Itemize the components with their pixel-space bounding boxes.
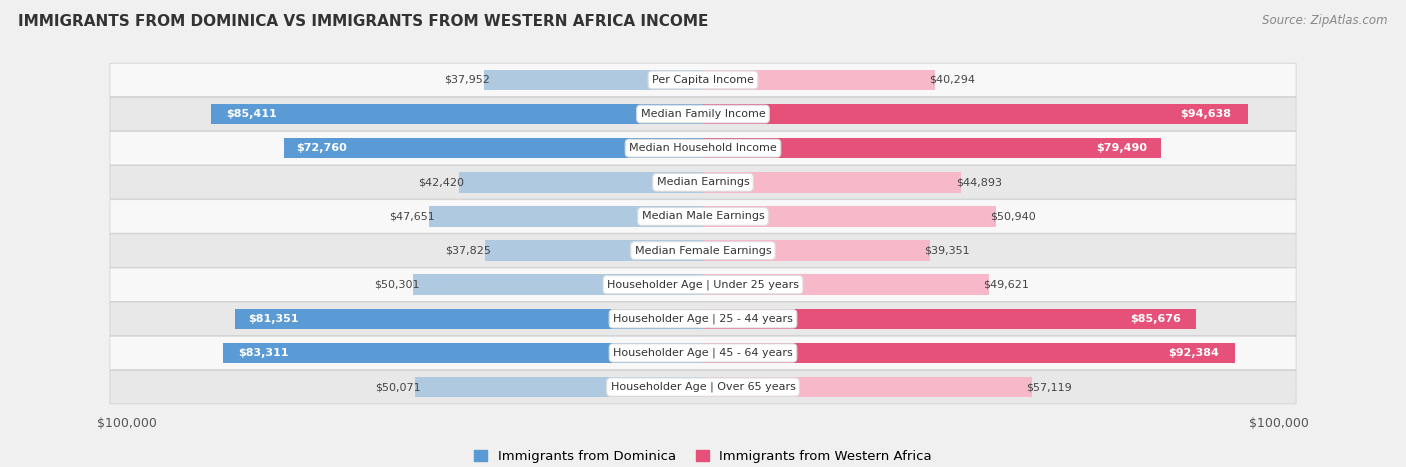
Text: $37,952: $37,952 bbox=[444, 75, 491, 85]
Text: Householder Age | Under 25 years: Householder Age | Under 25 years bbox=[607, 279, 799, 290]
FancyBboxPatch shape bbox=[110, 234, 1296, 267]
Text: $40,294: $40,294 bbox=[929, 75, 976, 85]
Text: $94,638: $94,638 bbox=[1181, 109, 1232, 119]
Text: IMMIGRANTS FROM DOMINICA VS IMMIGRANTS FROM WESTERN AFRICA INCOME: IMMIGRANTS FROM DOMINICA VS IMMIGRANTS F… bbox=[18, 14, 709, 29]
Text: $49,621: $49,621 bbox=[983, 280, 1029, 290]
Text: $57,119: $57,119 bbox=[1026, 382, 1071, 392]
Text: $72,760: $72,760 bbox=[297, 143, 347, 153]
Text: $39,351: $39,351 bbox=[924, 246, 970, 255]
Text: $85,676: $85,676 bbox=[1130, 314, 1181, 324]
Bar bbox=[703, 343, 1234, 363]
Text: Median Earnings: Median Earnings bbox=[657, 177, 749, 187]
Text: Householder Age | 25 - 44 years: Householder Age | 25 - 44 years bbox=[613, 313, 793, 324]
Bar bbox=[413, 275, 703, 295]
FancyBboxPatch shape bbox=[110, 63, 1296, 97]
Text: $44,893: $44,893 bbox=[956, 177, 1001, 187]
Text: Median Family Income: Median Family Income bbox=[641, 109, 765, 119]
Text: Source: ZipAtlas.com: Source: ZipAtlas.com bbox=[1263, 14, 1388, 27]
FancyBboxPatch shape bbox=[110, 268, 1296, 301]
Text: Median Household Income: Median Household Income bbox=[628, 143, 778, 153]
Text: $50,071: $50,071 bbox=[375, 382, 420, 392]
FancyBboxPatch shape bbox=[110, 166, 1296, 199]
Text: Median Male Earnings: Median Male Earnings bbox=[641, 212, 765, 221]
FancyBboxPatch shape bbox=[110, 131, 1296, 165]
Bar bbox=[211, 104, 703, 124]
Bar bbox=[415, 377, 703, 397]
Bar bbox=[458, 172, 703, 192]
FancyBboxPatch shape bbox=[110, 370, 1296, 404]
Bar bbox=[429, 206, 703, 226]
Bar bbox=[703, 206, 997, 226]
Text: Householder Age | 45 - 64 years: Householder Age | 45 - 64 years bbox=[613, 348, 793, 358]
Text: $47,651: $47,651 bbox=[388, 212, 434, 221]
Bar bbox=[703, 241, 929, 261]
Bar bbox=[703, 172, 962, 192]
Bar bbox=[703, 377, 1032, 397]
Bar bbox=[224, 343, 703, 363]
Text: $37,825: $37,825 bbox=[446, 246, 491, 255]
Bar bbox=[703, 275, 988, 295]
FancyBboxPatch shape bbox=[110, 97, 1296, 131]
Text: $50,940: $50,940 bbox=[991, 212, 1036, 221]
Bar bbox=[235, 309, 703, 329]
FancyBboxPatch shape bbox=[110, 200, 1296, 233]
Text: $50,301: $50,301 bbox=[374, 280, 419, 290]
Text: $92,384: $92,384 bbox=[1168, 348, 1219, 358]
Bar bbox=[703, 138, 1161, 158]
FancyBboxPatch shape bbox=[110, 302, 1296, 335]
Text: $81,351: $81,351 bbox=[249, 314, 299, 324]
Text: Householder Age | Over 65 years: Householder Age | Over 65 years bbox=[610, 382, 796, 392]
FancyBboxPatch shape bbox=[110, 336, 1296, 370]
Bar bbox=[284, 138, 703, 158]
Text: $42,420: $42,420 bbox=[419, 177, 464, 187]
Bar bbox=[703, 309, 1197, 329]
Text: $79,490: $79,490 bbox=[1095, 143, 1147, 153]
Text: $85,411: $85,411 bbox=[226, 109, 277, 119]
Text: Median Female Earnings: Median Female Earnings bbox=[634, 246, 772, 255]
Bar bbox=[485, 70, 703, 90]
Text: Per Capita Income: Per Capita Income bbox=[652, 75, 754, 85]
Bar bbox=[703, 104, 1249, 124]
Text: $83,311: $83,311 bbox=[238, 348, 288, 358]
Bar bbox=[485, 241, 703, 261]
Bar bbox=[703, 70, 935, 90]
Legend: Immigrants from Dominica, Immigrants from Western Africa: Immigrants from Dominica, Immigrants fro… bbox=[468, 445, 938, 467]
